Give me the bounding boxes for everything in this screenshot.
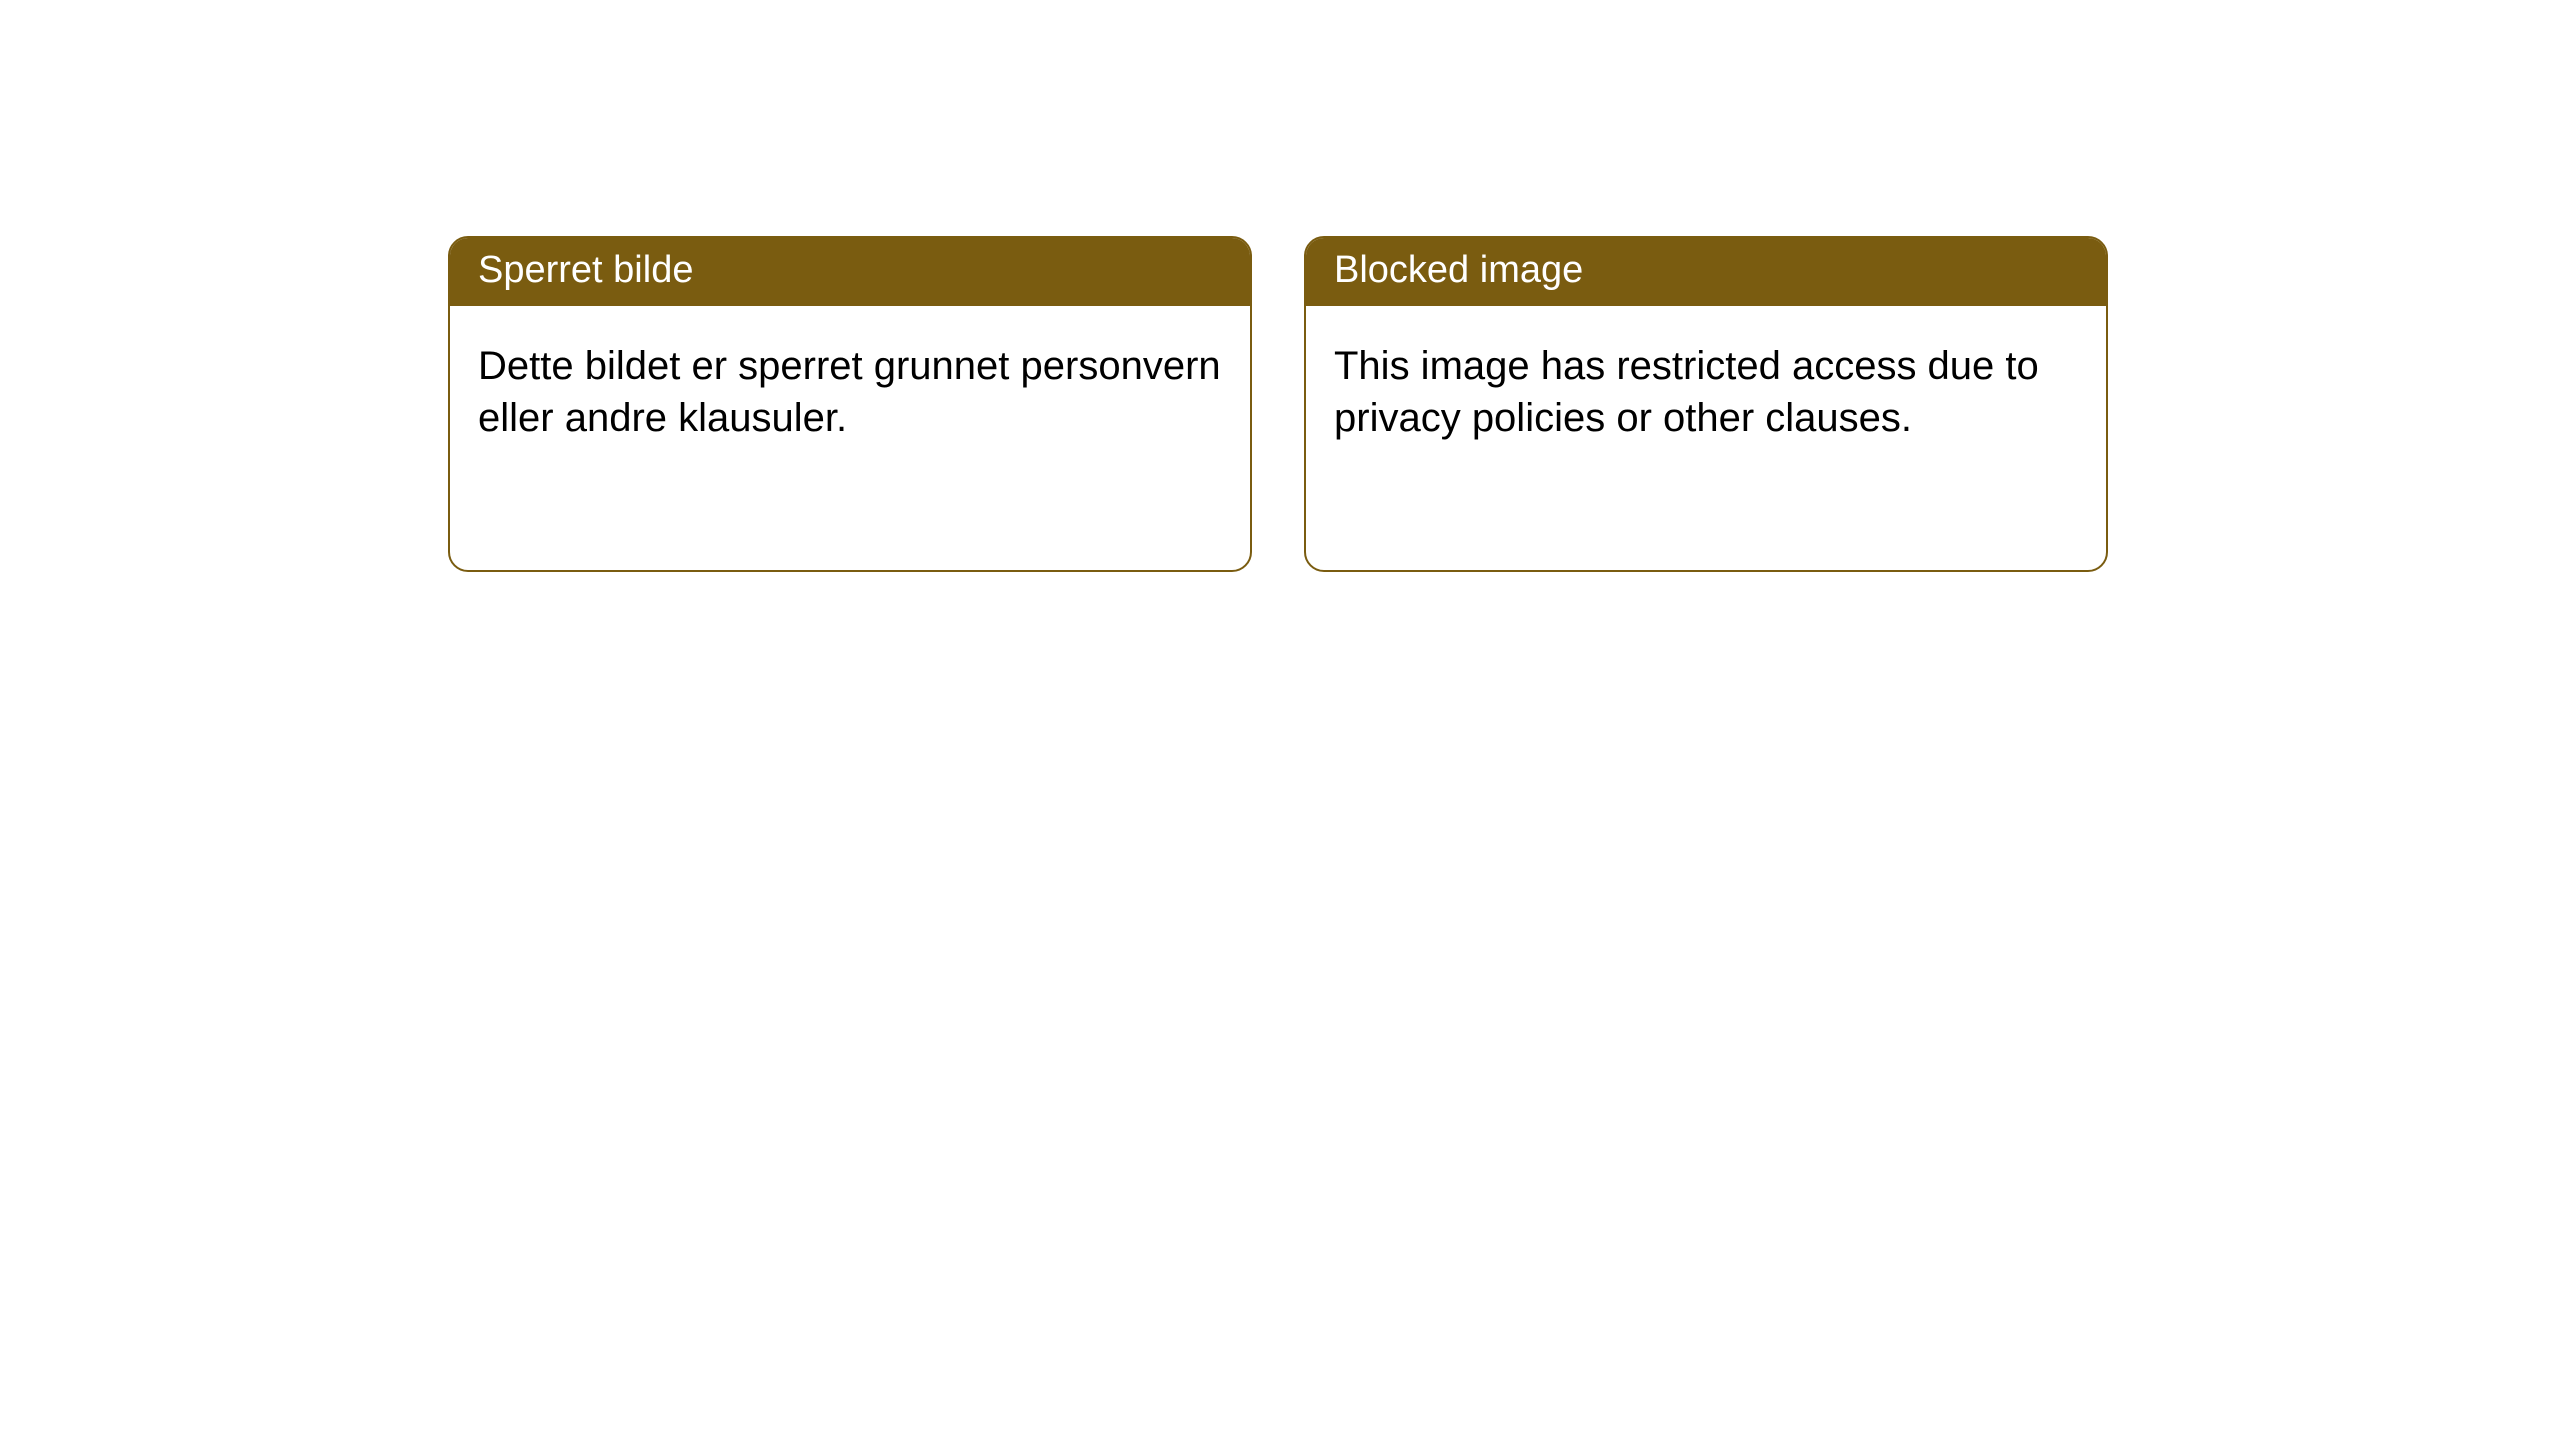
notice-body: Dette bildet er sperret grunnet personve… [450,306,1250,478]
notice-body: This image has restricted access due to … [1306,306,2106,478]
notice-header: Blocked image [1306,238,2106,306]
notice-container: Sperret bilde Dette bildet er sperret gr… [0,0,2560,572]
notice-header: Sperret bilde [450,238,1250,306]
notice-box-english: Blocked image This image has restricted … [1304,236,2108,572]
notice-box-norwegian: Sperret bilde Dette bildet er sperret gr… [448,236,1252,572]
